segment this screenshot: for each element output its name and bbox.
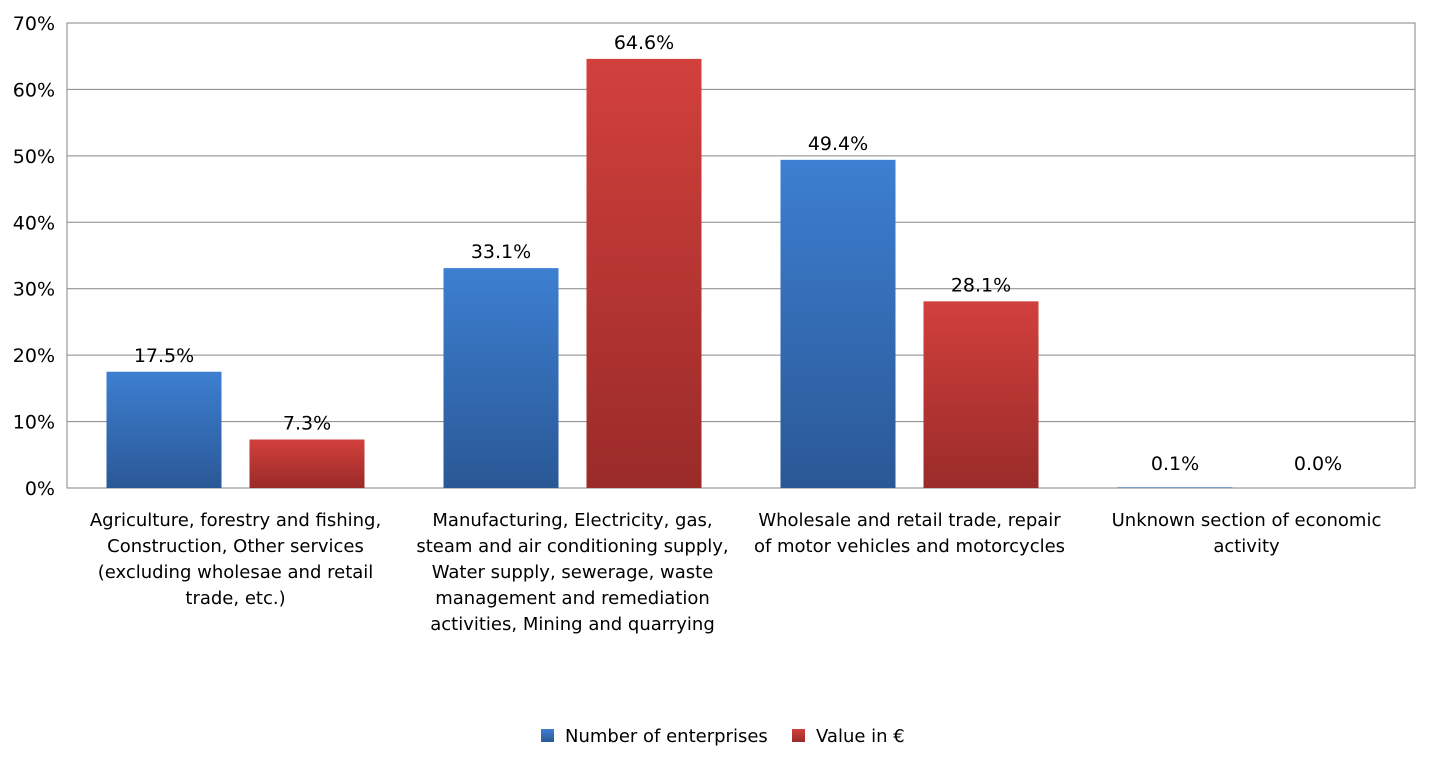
bars xyxy=(106,58,1233,489)
legend-label: Value in € xyxy=(816,726,905,747)
category-label: Unknown section of economic activity xyxy=(1112,510,1382,557)
y-tick-label: 50% xyxy=(13,146,55,168)
plot-area-border xyxy=(66,22,1416,489)
y-tick-label: 40% xyxy=(13,212,55,234)
bar-value-1 xyxy=(586,58,702,488)
legend-swatch xyxy=(541,729,554,742)
y-tick-label: 0% xyxy=(25,478,55,500)
data-label: 49.4% xyxy=(808,133,868,155)
y-tick-label: 60% xyxy=(13,79,55,101)
bar-value-0 xyxy=(249,439,365,488)
data-label: 33.1% xyxy=(471,241,531,263)
y-tick-label: 10% xyxy=(13,412,55,434)
y-tick-label: 20% xyxy=(13,345,55,367)
legend: Number of enterprises Value in € xyxy=(541,726,905,747)
data-label: 28.1% xyxy=(951,274,1011,296)
data-label: 7.3% xyxy=(283,413,331,435)
y-tick-label: 30% xyxy=(13,279,55,301)
data-label: 0.0% xyxy=(1294,453,1342,475)
category-label: Manufacturing, Electricity, gas, steam an… xyxy=(416,510,728,635)
bar-value-2 xyxy=(923,301,1039,488)
bar-enterprises-0 xyxy=(106,371,222,488)
y-tick-label: 70% xyxy=(13,13,55,35)
gridlines xyxy=(66,22,1416,489)
data-label: 17.5% xyxy=(134,345,194,367)
x-axis: Agriculture, forestry and fishing, Constr… xyxy=(90,510,1382,635)
category-label: Wholesale and retail trade, repair of mot… xyxy=(754,510,1065,557)
legend-label: Number of enterprises xyxy=(565,726,768,747)
data-label: 64.6% xyxy=(614,32,674,54)
legend-swatch xyxy=(792,729,805,742)
data-labels: 17.5% 7.3% 33.1% 64.6% 49.4% 28.1% 0.1% 0.0% xyxy=(134,32,1342,475)
data-label: 0.1% xyxy=(1151,453,1199,475)
bar-enterprises-2 xyxy=(780,159,896,489)
category-label: Agriculture, forestry and fishing, Constr… xyxy=(90,510,381,609)
y-axis: 0% 10% 20% 30% 40% 50% 60% 70% xyxy=(13,13,55,500)
bar-enterprises-3 xyxy=(1117,487,1233,488)
bar-enterprises-1 xyxy=(443,268,559,488)
